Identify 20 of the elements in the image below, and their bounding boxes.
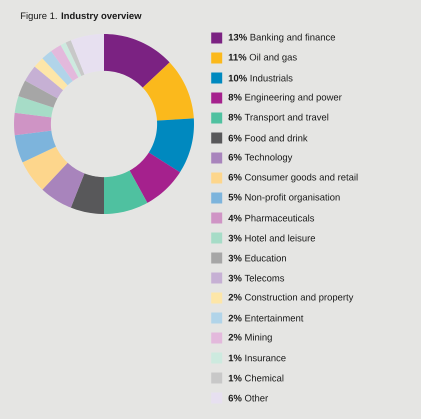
legend-label: 1% Chemical	[228, 374, 284, 382]
legend-label: 6% Consumer goods and retail	[228, 174, 358, 182]
legend-label: 8% Transport and travel	[228, 114, 328, 122]
legend-label: 3% Telecoms	[228, 274, 284, 282]
legend-label: 6% Other	[228, 394, 268, 402]
legend-label: 4% Pharmaceuticals	[228, 214, 314, 222]
legend-label: 8% Engineering and power	[228, 94, 342, 102]
legend-label: 3% Hotel and leisure	[228, 234, 316, 242]
legend-label: 2% Entertainment	[228, 314, 304, 322]
legend-label: 3% Education	[228, 254, 286, 262]
legend-label: 6% Food and drink	[228, 134, 308, 142]
legend-label: 10% Industrials	[228, 74, 293, 82]
legend-label: 6% Technology	[228, 154, 292, 162]
legend-label: 13% Banking and finance	[228, 34, 336, 42]
legend-label: 5% Non-profit organisation	[228, 194, 340, 202]
legend-label: 11% Oil and gas	[228, 54, 297, 62]
legend-label: 2% Construction and property	[228, 294, 354, 302]
legend-label: 1% Insurance	[228, 354, 286, 362]
chart-title: Figure 1. Industry overview	[20, 12, 142, 21]
legend-label: 2% Mining	[228, 334, 272, 342]
